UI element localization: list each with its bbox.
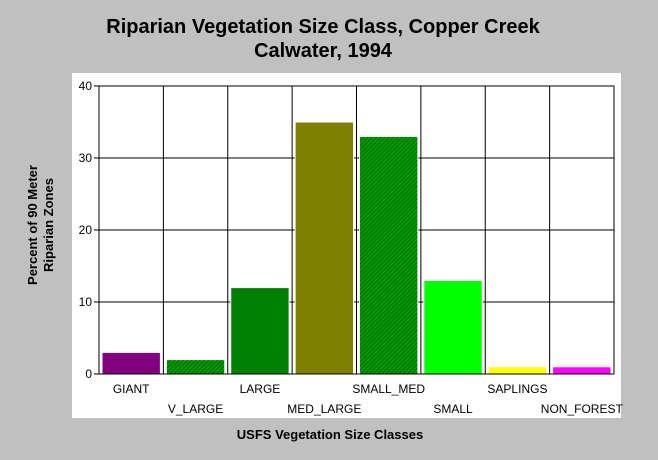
bar-small-med [359, 135, 419, 375]
plot-frame [98, 85, 615, 375]
chart-title-line-2: Calwater, 1994 [254, 40, 393, 62]
x-tick-label: SMALL_MED [352, 382, 425, 396]
bar-giant [101, 351, 161, 375]
y-tick-label: 20 [79, 223, 93, 237]
bar-large [230, 287, 290, 375]
chart-title-line-1: Riparian Vegetation Size Class, Copper C… [106, 16, 540, 38]
y-axis-title-line-1: Percent of 90 Meter [25, 165, 40, 285]
bar-med-large [294, 121, 354, 375]
bar-non-forest [552, 366, 612, 375]
y-tick-label: 0 [85, 367, 92, 381]
bar-small [423, 279, 483, 375]
x-tick-label: SAPLINGS [487, 382, 547, 396]
x-tick-label: LARGE [240, 382, 281, 396]
x-tick-label: GIANT [113, 382, 150, 396]
y-tick-label: 30 [79, 151, 93, 165]
tick-labels: 0 10 20 30 40 GIANT V_LARGE LARGE MED_LARGE SMALL… [79, 79, 624, 416]
x-tick-label: NON_FOREST [541, 402, 624, 416]
y-axis-title-line-2: Riparian Zones [41, 178, 56, 272]
bar-saplings [487, 366, 548, 375]
y-tick-label: 10 [79, 295, 93, 309]
x-tick-label: SMALL [433, 402, 473, 416]
y-tick-label: 40 [79, 79, 93, 93]
x-tick-label: V_LARGE [168, 402, 223, 416]
bar-v-large [165, 359, 226, 375]
x-axis-title: USFS Vegetation Size Classes [237, 427, 423, 442]
x-tick-label: MED_LARGE [287, 402, 361, 416]
